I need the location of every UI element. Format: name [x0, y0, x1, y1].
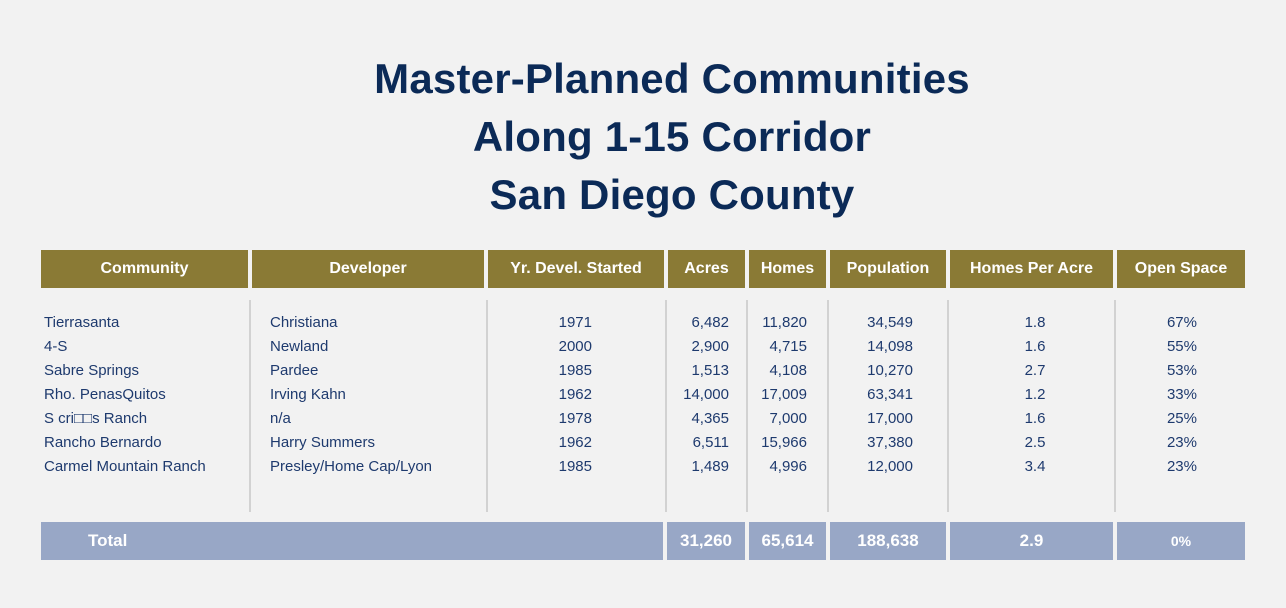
cell-developer: Christiana: [270, 314, 338, 331]
header-acres: Acres: [668, 250, 745, 288]
cell-homes: 4,108: [769, 362, 807, 379]
cell-developer: Irving Kahn: [270, 386, 346, 403]
cell-population: 37,380: [867, 434, 913, 451]
header-developer: Developer: [252, 250, 484, 288]
cell-homes-per-acre: 1.6: [1024, 338, 1046, 355]
cell-homes-per-acre: 1.6: [1024, 410, 1046, 427]
cell-homes: 15,966: [761, 434, 807, 451]
cell-population: 14,098: [867, 338, 913, 355]
total-homes-per-acre: 2.9: [950, 522, 1113, 560]
cell-open-space: 67%: [1166, 314, 1197, 331]
cell-year: 1971: [558, 314, 592, 331]
cell-community: Sabre Springs: [44, 362, 140, 379]
cell-year: 1962: [558, 386, 592, 403]
cell-homes-per-acre: 2.7: [1024, 362, 1046, 379]
cell-community: Rho. PenasQuitos: [44, 386, 166, 403]
column-divider: [1114, 300, 1116, 512]
cell-homes-per-acre: 3.4: [1024, 458, 1046, 475]
cell-community: 4-S: [44, 338, 68, 355]
cell-acres: 2,900: [691, 338, 729, 355]
total-label: Total: [88, 531, 128, 550]
cell-population: 10,270: [867, 362, 913, 379]
page-title: Master-Planned Communities Along 1-15 Co…: [0, 50, 1286, 224]
cell-acres: 14,000: [683, 386, 729, 403]
header-community: Community: [41, 250, 248, 288]
cell-open-space: 53%: [1166, 362, 1197, 379]
cell-year: 1962: [558, 434, 592, 451]
cell-year: 1985: [558, 362, 592, 379]
cell-developer: Pardee: [270, 362, 319, 379]
cell-developer: Presley/Home Cap/Lyon: [270, 458, 433, 475]
cell-developer: n/a: [270, 410, 291, 427]
title-line-2: Along 1-15 Corridor: [472, 113, 872, 160]
cell-year: 1985: [558, 458, 592, 475]
header-homes-per-acre: Homes Per Acre: [950, 250, 1113, 288]
cell-community: Carmel Mountain Ranch: [44, 458, 206, 475]
cell-year: 2000: [558, 338, 592, 355]
cell-acres: 6,511: [692, 434, 729, 451]
cell-homes: 4,715: [769, 338, 807, 355]
cell-population: 12,000: [867, 458, 913, 475]
cell-acres: 4,365: [691, 410, 729, 427]
cell-community: Rancho Bernardo: [44, 434, 162, 451]
column-divider: [827, 300, 829, 512]
column-divider: [249, 300, 251, 512]
cell-open-space: 33%: [1166, 386, 1197, 403]
cell-year: 1978: [558, 410, 592, 427]
title-line-3: San Diego County: [489, 171, 855, 218]
total-homes: 65,614: [749, 522, 826, 560]
column-divider: [746, 300, 748, 512]
cell-homes: 11,820: [762, 314, 807, 331]
header-homes: Homes: [749, 250, 826, 288]
cell-community: Tierrasanta: [44, 314, 120, 331]
cell-developer: Harry Summers: [270, 434, 376, 451]
cell-open-space: 55%: [1166, 338, 1197, 355]
total-population: 188,638: [830, 522, 946, 560]
cell-open-space: 23%: [1166, 458, 1197, 475]
total-acres: 31,260: [667, 522, 745, 560]
cell-population: 63,341: [867, 386, 913, 403]
cell-population: 17,000: [867, 410, 913, 427]
cell-acres: 6,482: [691, 314, 729, 331]
cell-community: S cri□□s Ranch: [44, 410, 148, 427]
cell-open-space: 23%: [1166, 434, 1197, 451]
cell-open-space: 25%: [1166, 410, 1197, 427]
cell-homes: 17,009: [761, 386, 807, 403]
cell-homes-per-acre: 1.2: [1024, 386, 1046, 403]
header-open-space: Open Space: [1117, 250, 1245, 288]
header-population: Population: [830, 250, 946, 288]
column-divider: [486, 300, 488, 512]
total-label-cell: Total: [41, 522, 663, 560]
total-open-space: 0%: [1117, 522, 1245, 560]
cell-acres: 1,489: [691, 458, 729, 475]
cell-acres: 1,513: [691, 362, 729, 379]
title-line-1: Master-Planned Communities: [374, 55, 970, 102]
cell-homes: 4,996: [769, 458, 807, 475]
cell-homes: 7,000: [769, 410, 807, 427]
cell-population: 34,549: [867, 314, 913, 331]
header-year: Yr. Devel. Started: [488, 250, 664, 288]
column-divider: [947, 300, 949, 512]
cell-homes-per-acre: 2.5: [1024, 434, 1046, 451]
column-divider: [665, 300, 667, 512]
cell-developer: Newland: [270, 338, 329, 355]
cell-homes-per-acre: 1.8: [1024, 314, 1046, 331]
